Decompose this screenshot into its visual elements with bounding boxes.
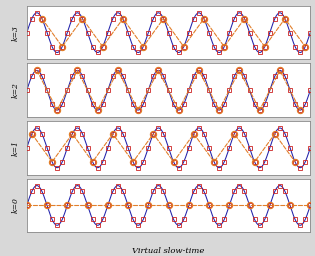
Text: k=1: k=1 bbox=[11, 140, 20, 156]
Text: k=0: k=0 bbox=[11, 197, 20, 214]
Text: k=3: k=3 bbox=[11, 25, 20, 41]
Text: k=2: k=2 bbox=[11, 82, 20, 98]
Text: Virtual slow-time: Virtual slow-time bbox=[132, 247, 205, 255]
